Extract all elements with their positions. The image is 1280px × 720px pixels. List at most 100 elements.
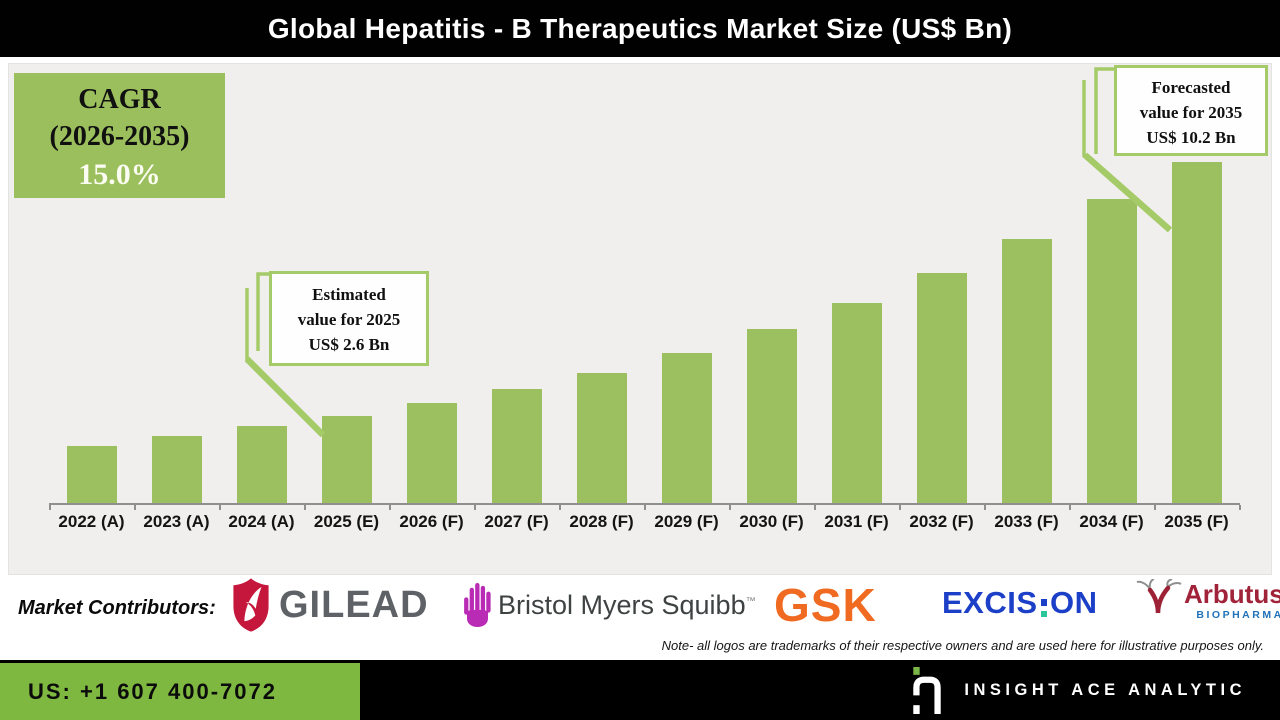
x-axis	[49, 503, 1241, 510]
arbutus-wordmark: Arbutus BIOPHARMA	[1184, 579, 1280, 621]
bar-slot: 2030 (F)	[729, 64, 814, 534]
arbutus-tree-icon	[1136, 579, 1182, 613]
x-axis-label: 2034 (F)	[1079, 512, 1144, 531]
bar-slot: 2031 (F)	[814, 64, 899, 534]
x-axis-label: 2026 (F)	[399, 512, 464, 531]
gsk-logo: GSK	[774, 577, 877, 633]
excision-logo: EXCIS ON	[942, 587, 1098, 618]
x-axis-label: 2030 (F)	[739, 512, 804, 531]
bar	[831, 303, 882, 503]
bar	[491, 389, 542, 503]
axis-tick	[559, 505, 561, 510]
callout-forecasted-line2: value for 2035	[1139, 103, 1243, 122]
excision-colon-icon	[1040, 592, 1048, 617]
cagr-value: 15.0%	[78, 158, 161, 191]
arbutus-biopharma-label: BIOPHARMA	[1196, 609, 1280, 621]
cagr-box: CAGR (2026-2035) 15.0%	[14, 73, 225, 198]
bar-plot: 2022 (A) 2023 (A) 2024 (A) 2025 (E) 2026 (F)…	[49, 64, 1239, 534]
axis-tick	[729, 505, 731, 510]
axis-tick	[899, 505, 901, 510]
axis-tick	[219, 505, 221, 510]
arbutus-logo: Arbutus BIOPHARMA	[1136, 579, 1280, 621]
bar-slot: 2027 (F)	[474, 64, 559, 534]
x-axis-label: 2024 (A)	[228, 512, 295, 531]
callout-estimated-line1: Estimated	[312, 285, 386, 304]
brand-name: INSIGHT ACE ANALYTIC	[964, 680, 1246, 699]
excision-wordmark-right: ON	[1050, 585, 1098, 620]
bar	[661, 353, 712, 503]
callout-estimated-2025: Estimated value for 2025 US$ 2.6 Bn	[269, 271, 429, 366]
bar	[406, 403, 457, 503]
callout-forecasted-line1: Forecasted	[1151, 78, 1231, 97]
bar	[576, 373, 627, 503]
callout-estimated-value: US$ 2.6 Bn	[308, 335, 390, 354]
bar-slot: 2025 (E)	[304, 64, 389, 534]
footer-bar: US: +1 607 400-7072 INSIGHT ACE ANALYTIC	[0, 660, 1280, 720]
cagr-period: (2026-2035)	[49, 121, 190, 152]
market-contributors-label: Market Contributors:	[18, 597, 216, 619]
brand-block: INSIGHT ACE ANALYTIC	[913, 660, 1246, 720]
callout-estimated-line2: value for 2025	[297, 310, 401, 329]
axis-tick	[134, 505, 136, 510]
bar	[1001, 239, 1052, 503]
callout-forecasted-value: US$ 10.2 Bn	[1146, 128, 1236, 147]
bar-slot: 2032 (F)	[899, 64, 984, 534]
contributors-strip: Market Contributors: GILEAD Bristol Myer…	[0, 575, 1280, 660]
bar-slot: 2034 (F)	[1069, 64, 1154, 534]
axis-tick	[49, 505, 51, 510]
phone-block: US: +1 607 400-7072	[0, 663, 360, 720]
bar	[746, 329, 797, 503]
bar	[236, 426, 287, 503]
x-axis-label: 2031 (F)	[824, 512, 889, 531]
bms-hand-icon	[464, 583, 491, 627]
bar	[321, 416, 372, 503]
bar-slot: 2035 (F)	[1154, 64, 1239, 534]
axis-tick	[1154, 505, 1156, 510]
x-axis-label: 2029 (F)	[654, 512, 719, 531]
x-axis-label: 2032 (F)	[909, 512, 974, 531]
bar-slot: 2029 (F)	[644, 64, 729, 534]
bar-slot: 2022 (A)	[49, 64, 134, 534]
x-axis-label: 2035 (F)	[1164, 512, 1229, 531]
axis-tick	[304, 505, 306, 510]
bar-slot: 2033 (F)	[984, 64, 1069, 534]
bristol-myers-squibb-logo: Bristol Myers Squibb™	[464, 583, 756, 627]
trademark-note: Note- all logos are trademarks of their …	[661, 638, 1264, 653]
bar	[151, 436, 202, 503]
x-axis-label: 2022 (A)	[58, 512, 125, 531]
bar-slot: 2024 (A)	[219, 64, 304, 534]
excision-wordmark-left: EXCIS	[942, 585, 1038, 620]
axis-tick	[644, 505, 646, 510]
gsk-wordmark: GSK	[774, 579, 877, 631]
bar-slot: 2026 (F)	[389, 64, 474, 534]
bar-slot: 2023 (A)	[134, 64, 219, 534]
gilead-wordmark: GILEAD	[279, 583, 429, 626]
bar	[1086, 199, 1137, 503]
axis-tick	[1069, 505, 1071, 510]
gilead-shield-icon	[233, 578, 269, 632]
axis-tick	[389, 505, 391, 510]
gilead-logo: GILEAD	[232, 577, 429, 633]
bar	[66, 446, 117, 503]
insight-ace-logo-icon	[913, 666, 942, 714]
axis-tick	[1239, 505, 1241, 510]
axis-tick	[984, 505, 986, 510]
x-axis-label: 2027 (F)	[484, 512, 549, 531]
axis-tick	[474, 505, 476, 510]
bar	[916, 273, 967, 503]
axis-tick	[814, 505, 816, 510]
cagr-label: CAGR	[78, 84, 161, 115]
x-axis-label: 2023 (A)	[143, 512, 210, 531]
x-axis-label: 2028 (F)	[569, 512, 634, 531]
bms-wordmark: Bristol Myers Squibb™	[498, 589, 756, 620]
chart-panel: CAGR (2026-2035) 15.0% 2022 (A) 2023 (A) 2…	[8, 63, 1272, 575]
bms-trademark: ™	[745, 595, 756, 607]
callout-forecasted-2035: Forecasted value for 2035 US$ 10.2 Bn	[1114, 65, 1268, 156]
phone-number: US: +1 607 400-7072	[28, 678, 277, 704]
title-bar: Global Hepatitis - B Therapeutics Market…	[0, 0, 1280, 57]
bar-slot: 2028 (F)	[559, 64, 644, 534]
x-axis-label: 2025 (E)	[313, 512, 380, 531]
bar	[1171, 162, 1222, 503]
x-axis-label: 2033 (F)	[994, 512, 1059, 531]
